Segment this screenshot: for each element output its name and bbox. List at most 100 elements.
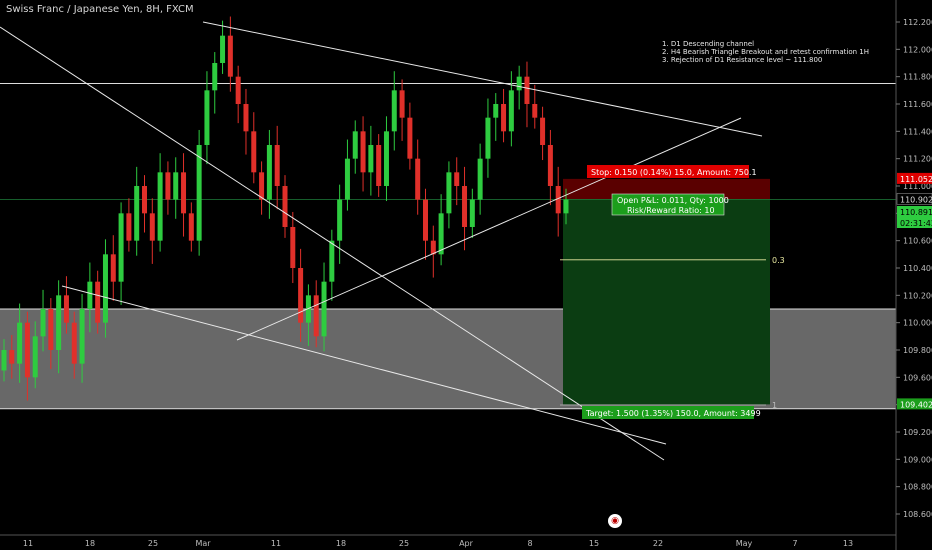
candles — [1, 16, 569, 401]
price-tick-label: 110.000 — [903, 319, 932, 328]
time-tick-label: 18 — [85, 539, 95, 548]
candle-bear — [532, 104, 538, 118]
candle-bull — [329, 240, 335, 282]
price-tick-label: 111.800 — [903, 73, 932, 82]
candle-bull — [157, 172, 163, 241]
candle-bear — [181, 172, 187, 214]
candle-bear — [9, 350, 15, 364]
candle-bull — [446, 172, 452, 214]
time-tick-label: Mar — [195, 539, 211, 548]
candle-bear — [376, 145, 382, 186]
candle-bear — [149, 213, 155, 241]
stop-label: Stop: 0.150 (0.14%) 15.0, Amount: 750.1 — [591, 168, 757, 177]
time-tick-label: 8 — [527, 539, 532, 548]
candle-bear — [415, 158, 421, 200]
candle-bear — [360, 131, 366, 173]
candle-bear — [259, 172, 265, 200]
candle-bull — [344, 158, 350, 200]
fib-label-03: 0.3 — [772, 256, 785, 265]
candle-bear — [24, 322, 30, 378]
candle-bear — [126, 213, 132, 241]
candle-bull — [485, 117, 491, 159]
note-1: 1. D1 Descending channel — [662, 40, 755, 48]
price-tick-label: 111.000 — [903, 182, 932, 191]
target-zone[interactable] — [563, 199, 770, 405]
candle-bear — [540, 117, 546, 145]
fib-label-1: 1 — [772, 401, 777, 410]
candle-bear — [110, 254, 116, 282]
candle-bear — [274, 145, 280, 186]
candle-bear — [48, 309, 54, 350]
candle-bear — [142, 186, 147, 214]
note-2: 2. H4 Bearish Triangle Breakout and rete… — [662, 48, 869, 56]
candle-bull — [1, 350, 7, 371]
price-axis[interactable]: 108.600108.800109.000109.200109.400109.6… — [896, 18, 932, 519]
price-tick-label: 112.200 — [903, 18, 932, 27]
rr-label: Risk/Reward Ratio: 10 — [627, 206, 715, 215]
candle-bear — [251, 131, 257, 173]
target-label: Target: 1.500 (1.35%) 150.0, Amount: 349… — [585, 409, 761, 418]
candle-bull — [383, 131, 389, 186]
trade-notes: 1. D1 Descending channel 2. H4 Bearish T… — [662, 40, 869, 64]
current-price-tag-text: 110.891 — [900, 208, 932, 217]
candle-bull — [56, 295, 62, 350]
candle-bull — [438, 213, 444, 255]
price-tick-label: 112.000 — [903, 45, 932, 54]
candle-bear — [235, 76, 241, 104]
price-tick-label: 111.200 — [903, 155, 932, 164]
candle-bear — [555, 186, 561, 214]
price-tick-label: 109.600 — [903, 373, 932, 382]
trend-line-descending-big[interactable] — [0, 26, 665, 461]
countdown-text: 02:31:42 — [900, 219, 932, 228]
candle-bear — [462, 186, 468, 227]
candle-bear — [282, 186, 288, 227]
candle-bull — [87, 281, 93, 309]
time-tick-label: 11 — [23, 539, 33, 548]
trend-line-lower-channel[interactable] — [61, 285, 667, 445]
candle-bull — [173, 172, 179, 200]
entry-price-tag — [896, 193, 932, 205]
candle-bull — [134, 186, 140, 241]
candle-bear — [407, 117, 413, 159]
tradingview-logo-icon: ◉ — [608, 514, 622, 528]
candle-bear — [227, 35, 233, 77]
candle-bull — [563, 199, 569, 214]
price-tick-label: 109.000 — [903, 455, 932, 464]
trend-line-triangle-base[interactable] — [236, 117, 742, 341]
target-price-tag-text: 109.402 — [900, 400, 932, 409]
price-tick-label: 111.600 — [903, 100, 932, 109]
time-tick-label: 11 — [271, 539, 281, 548]
candle-bull — [477, 158, 483, 200]
candle-bear — [430, 240, 436, 255]
price-tick-label: 110.600 — [903, 237, 932, 246]
candle-bear — [501, 104, 507, 132]
candle-bull — [352, 131, 358, 159]
candle-bear — [423, 199, 428, 241]
candle-bear — [454, 172, 460, 186]
time-axis[interactable]: 11 18 25 Mar 11 18 25 Apr 8 15 22 May 7 13 — [23, 539, 853, 548]
time-tick-label: 13 — [843, 539, 853, 548]
price-tick-label: 110.400 — [903, 264, 932, 273]
price-tick-label: 108.600 — [903, 510, 932, 519]
chart-title: Swiss Franc / Japanese Yen, 8H, FXCM — [6, 4, 194, 15]
candle-bull — [516, 76, 522, 91]
price-tick-label: 109.200 — [903, 428, 932, 437]
entry-price-tag-text: 110.902 — [900, 195, 932, 204]
note-3: 3. Rejection of D1 Resistance level ~ 11… — [662, 56, 823, 64]
candle-bear — [71, 322, 77, 364]
pnl-label: Open P&L: 0.011, Qty: 1000 — [617, 196, 729, 205]
time-tick-label: May — [736, 539, 753, 548]
candle-bull — [391, 90, 397, 132]
candle-bear — [63, 295, 69, 323]
trend-line-upper-channel[interactable] — [202, 21, 763, 137]
time-tick-label: 15 — [589, 539, 599, 548]
price-tick-label: 110.200 — [903, 291, 932, 300]
candle-bear — [95, 281, 101, 323]
candle-bull — [212, 63, 218, 91]
target-label-box — [582, 406, 754, 419]
candle-bear — [298, 268, 304, 323]
candle-bull — [79, 309, 85, 364]
pnl-label-box — [611, 193, 725, 216]
candle-bear — [165, 172, 171, 200]
